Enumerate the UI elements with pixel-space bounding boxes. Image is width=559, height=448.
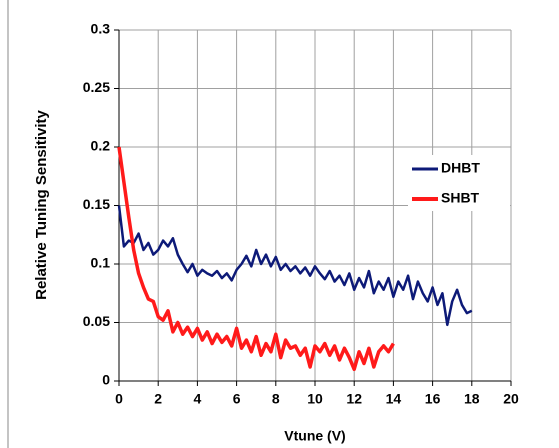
y-tick-label: 0.3 <box>91 21 111 37</box>
y-tick-label: 0.2 <box>91 138 111 154</box>
x-tick-label: 16 <box>425 391 441 407</box>
x-tick-label: 12 <box>346 391 362 407</box>
y-tick-label: 0.15 <box>83 196 110 212</box>
series-line <box>117 146 395 372</box>
x-tick-label: 14 <box>386 391 402 407</box>
y-axis-label: Relative Tuning Sensitivity <box>33 109 50 299</box>
legend-label: SHBT <box>441 190 480 206</box>
y-tick-label: 0.25 <box>83 79 110 95</box>
y-tick-label: 0.1 <box>91 255 111 271</box>
y-tick-label: 0.05 <box>83 313 110 329</box>
x-tick-label: 4 <box>194 391 202 407</box>
legend-label: DHBT <box>441 160 480 176</box>
y-tick-label: 0 <box>102 372 110 388</box>
x-tick-label: 18 <box>464 391 480 407</box>
x-tick-label: 2 <box>154 391 162 407</box>
x-tick-label: 6 <box>233 391 241 407</box>
legend-box <box>408 155 510 211</box>
x-tick-label: 8 <box>272 391 280 407</box>
x-axis-label: Vtune (V) <box>284 428 345 444</box>
x-tick-label: 10 <box>307 391 323 407</box>
x-tick-label: 0 <box>115 391 123 407</box>
x-tick-label: 20 <box>503 391 519 407</box>
series-line <box>117 205 473 327</box>
